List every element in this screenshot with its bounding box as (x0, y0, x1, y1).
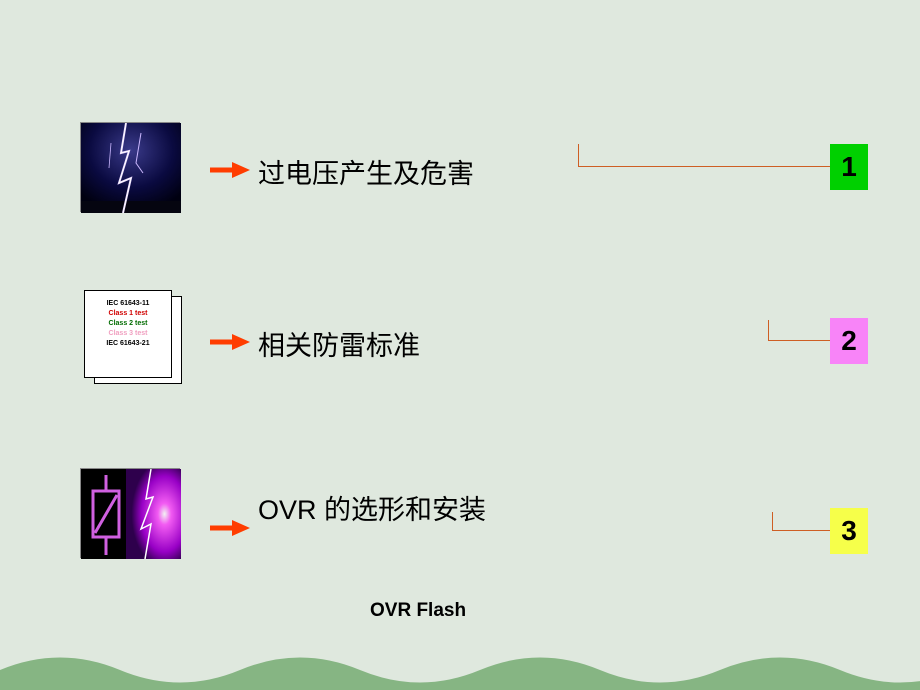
number-box-3: 3 (830, 508, 868, 554)
row-1: 过电压产生及危害 1 (0, 122, 920, 242)
number-box-1: 1 (830, 144, 868, 190)
connector-v-2 (768, 320, 769, 340)
thumb-lightning (80, 122, 180, 212)
doc-line-0: IEC 61643-11 (85, 300, 171, 307)
wave-decoration (0, 640, 920, 690)
doc-line-2: Class 2 test (85, 320, 171, 327)
doc-line-3: Class 3 test (85, 330, 171, 337)
arrow-icon (210, 518, 250, 538)
connector-h-1 (578, 166, 830, 167)
thumb-surge (80, 468, 180, 558)
title-2: 相关防雷标准 (258, 324, 420, 363)
number-box-2: 2 (830, 318, 868, 364)
connector-v-3 (772, 512, 773, 530)
arrow-icon (210, 160, 250, 180)
connector-h-3 (772, 530, 830, 531)
connector-v-1 (578, 144, 579, 166)
title-3: OVR 的选形和安装 (258, 488, 486, 527)
doc-line-1: Class 1 test (85, 310, 171, 317)
title-1: 过电压产生及危害 (258, 152, 474, 191)
arrow-icon (210, 332, 250, 352)
number-3: 3 (841, 515, 857, 547)
thumb-document: IEC 61643-11 Class 1 test Class 2 test C… (80, 290, 190, 380)
doc-line-4: IEC 61643-21 (85, 340, 171, 347)
row-3: OVR 的选形和安装 3 (0, 468, 920, 588)
row-2: IEC 61643-11 Class 1 test Class 2 test C… (0, 290, 920, 410)
number-2: 2 (841, 325, 857, 357)
footer-text: OVR Flash (370, 600, 466, 622)
connector-h-2 (768, 340, 830, 341)
number-1: 1 (841, 151, 857, 183)
